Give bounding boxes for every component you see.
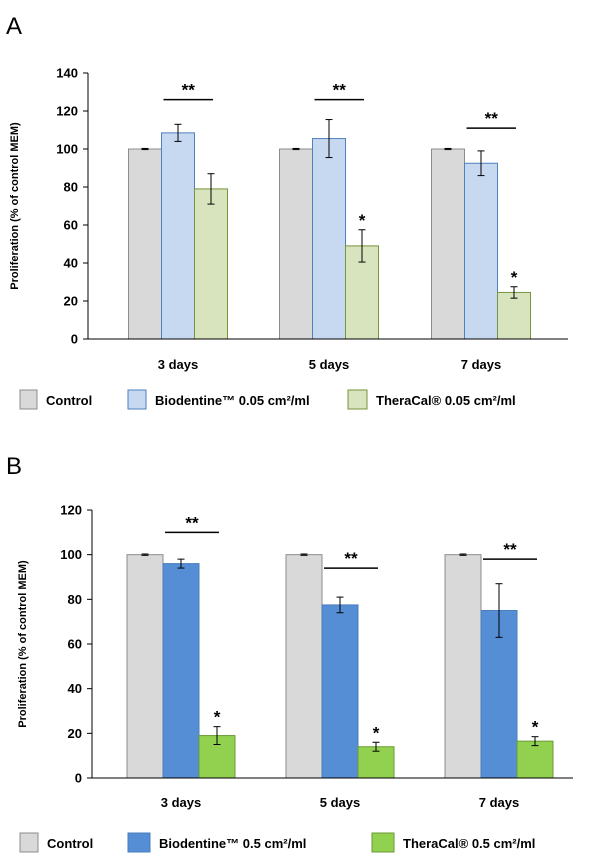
significance-marker: ** (185, 513, 199, 532)
legend-label: Biodentine™ 0.5 cm²/ml (159, 836, 306, 851)
y-axis-label: Proliferation (% of control MEM) (9, 122, 21, 290)
legend-label: Control (47, 836, 93, 851)
y-tick-label: 40 (64, 256, 78, 271)
x-category-label: 5 days (309, 357, 349, 372)
y-tick-label: 20 (64, 294, 78, 309)
y-axis-label: Proliferation (% of control MEM) (17, 560, 29, 728)
y-tick-label: 120 (56, 104, 78, 119)
significance-marker: * (359, 211, 366, 230)
x-category-label: 5 days (320, 795, 360, 810)
significance-marker: ** (182, 81, 196, 100)
significance-marker: ** (485, 109, 499, 128)
chart-panel-b: 0 20 40 60 80 100 120 Proliferation (% of contr… (17, 503, 573, 853)
legend-swatch (127, 832, 151, 853)
chart-panel-a: 0 20 40 60 80 100 120 140 Proliferation (% of co… (9, 66, 568, 410)
panel-letter: B (6, 453, 22, 480)
significance-marker: * (373, 723, 380, 742)
bar (444, 554, 482, 779)
legend-label: Biodentine™ 0.05 cm²/ml (155, 393, 310, 408)
legend-swatch (19, 389, 38, 410)
significance-marker: * (532, 718, 539, 737)
x-category-label: 3 days (158, 357, 198, 372)
y-tick-label: 40 (68, 681, 82, 696)
y-tick-label: 120 (60, 503, 82, 518)
bar (480, 610, 518, 779)
y-tick-label: 20 (68, 726, 82, 741)
bar (431, 148, 465, 340)
bar (464, 162, 498, 340)
bar (162, 563, 200, 779)
significance-marker: ** (503, 540, 517, 559)
legend-label: Control (46, 393, 92, 408)
y-tick-label: 60 (64, 218, 78, 233)
y-tick-label: 100 (56, 142, 78, 157)
y-tick-label: 140 (56, 66, 78, 81)
legend-swatch (19, 832, 39, 853)
y-tick-label: 0 (75, 771, 82, 786)
y-tick-label: 60 (68, 637, 82, 652)
panel-letter: A (6, 13, 22, 40)
bar (126, 554, 164, 779)
significance-marker: * (214, 708, 221, 727)
x-category-label: 3 days (161, 795, 201, 810)
bar (497, 291, 531, 340)
bar (285, 554, 323, 779)
bar (312, 138, 346, 340)
significance-marker: ** (333, 81, 347, 100)
y-tick-label: 80 (68, 592, 82, 607)
legend-swatch (347, 389, 368, 410)
x-category-label: 7 days (479, 795, 519, 810)
x-category-label: 7 days (461, 357, 501, 372)
bar (321, 604, 359, 779)
bar (161, 132, 195, 340)
significance-marker: * (511, 268, 518, 287)
bar (128, 148, 162, 340)
legend-label: TheraCal® 0.05 cm²/ml (376, 393, 516, 408)
legend-swatch (371, 832, 395, 853)
legend-swatch (127, 389, 147, 410)
y-tick-label: 0 (71, 332, 78, 347)
bar (279, 148, 313, 340)
bar (516, 740, 554, 779)
bar (357, 746, 395, 779)
y-tick-label: 80 (64, 180, 78, 195)
y-tick-label: 100 (60, 547, 82, 562)
significance-marker: ** (344, 549, 358, 568)
bar (194, 188, 228, 340)
legend-label: TheraCal® 0.5 cm²/ml (403, 836, 535, 851)
